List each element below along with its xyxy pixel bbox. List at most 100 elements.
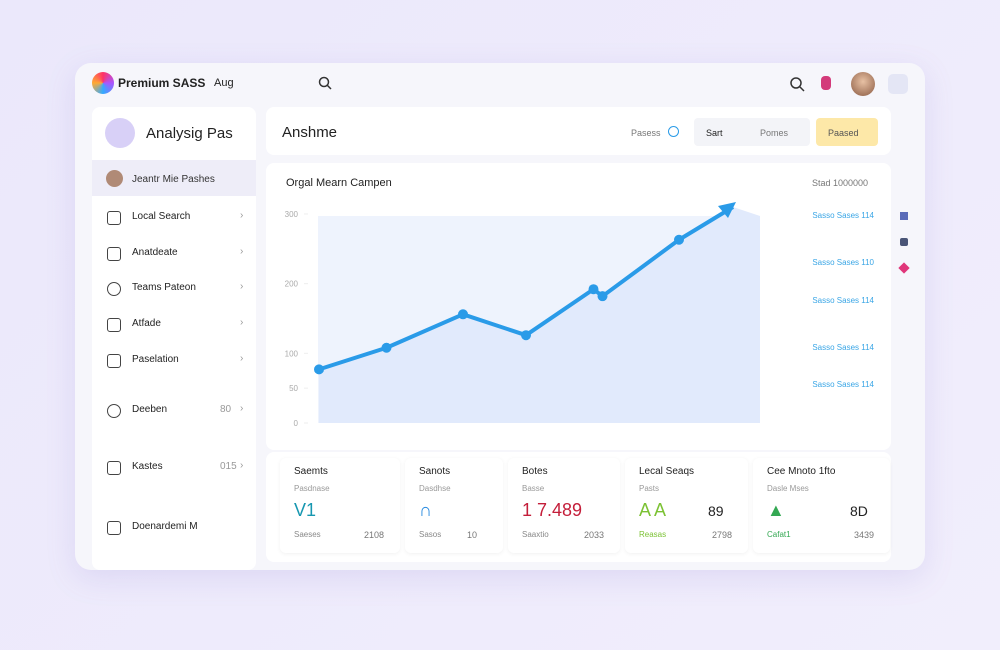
stat-card xyxy=(405,458,503,553)
chevron: › xyxy=(240,210,244,221)
point xyxy=(597,291,608,302)
card-subtitle: Pasdnase xyxy=(294,484,330,493)
nav-item[interactable]: Local Search xyxy=(132,211,191,222)
nav-icon xyxy=(107,282,121,296)
card-foot: Cafat1 xyxy=(767,530,791,539)
line xyxy=(318,205,735,372)
stat-card xyxy=(280,458,400,553)
nav-icon xyxy=(107,318,121,332)
logo xyxy=(92,72,114,94)
toolbar-link[interactable]: Pasess xyxy=(631,128,661,138)
stat-card xyxy=(625,458,748,553)
point xyxy=(314,364,324,375)
chevron: › xyxy=(240,460,244,471)
side-icon[interactable] xyxy=(900,238,908,246)
nav-item[interactable]: Atfade xyxy=(132,318,161,329)
search-icon[interactable] xyxy=(318,76,332,90)
user-name: Jeantr Mie Pashes xyxy=(132,174,215,185)
legend-entry: Sasso Sases 114 xyxy=(812,211,874,220)
nav-item[interactable]: Paselation xyxy=(132,354,179,365)
button-label[interactable]: Paased xyxy=(828,128,859,138)
button[interactable] xyxy=(816,118,878,146)
side-icon[interactable] xyxy=(900,212,908,220)
legend-entry: Sasso Sases 114 xyxy=(812,380,874,389)
chevron: › xyxy=(240,317,244,328)
card-foot: 2798 xyxy=(712,530,733,540)
nav-icon xyxy=(107,404,121,418)
card-value: 89 xyxy=(708,503,724,519)
page-title: Anshme xyxy=(282,124,338,141)
card-title: Lecal Seaqs xyxy=(639,466,695,477)
notification-icon[interactable] xyxy=(821,76,831,90)
sidebar-title: Analysig Pas xyxy=(146,125,233,142)
nav-icon xyxy=(107,461,121,475)
nav-item[interactable]: Kastes xyxy=(132,461,163,472)
settings-icon[interactable] xyxy=(888,74,908,94)
chevron: › xyxy=(240,353,244,364)
refresh-icon[interactable] xyxy=(668,126,679,137)
brand: Premium SASS xyxy=(118,76,206,90)
avatar xyxy=(106,170,123,187)
legend-entry: Sasso Sases 114 xyxy=(812,343,874,352)
chevron: › xyxy=(240,403,244,414)
line-chart: 30020010050050030030010001000Sasso Sases… xyxy=(285,202,875,428)
point xyxy=(588,284,599,295)
legend-entry: Sasso Sases 114 xyxy=(812,296,874,305)
card-foot: Reasas xyxy=(639,530,667,539)
chart-total: Stad 1000000 xyxy=(812,178,869,188)
card-value: ∩ xyxy=(419,500,432,520)
y-tick-label: 200 xyxy=(285,280,299,289)
card-title: Cee Mnoto 1fto xyxy=(767,466,836,477)
y-tick-label: 100 xyxy=(285,349,299,358)
card-foot: 2033 xyxy=(584,530,605,540)
select-label[interactable]: Sart xyxy=(706,128,723,138)
card-foot: 10 xyxy=(467,530,478,540)
card-value: ▲ xyxy=(767,500,785,520)
nav-item[interactable]: Teams Pateon xyxy=(132,282,196,293)
y-tick-label: 50 xyxy=(289,384,298,393)
nav-item[interactable]: Doenardemi M xyxy=(132,521,198,532)
y-tick-label: 0 xyxy=(294,419,299,428)
nav-item[interactable]: Anatdeate xyxy=(132,247,178,258)
nav-badge: 80 xyxy=(220,404,232,415)
point xyxy=(458,309,468,320)
card-subtitle: Dasdhse xyxy=(419,484,451,493)
arrow-head xyxy=(718,202,736,218)
nav-item[interactable]: Deeben xyxy=(132,404,168,415)
card-subtitle: Basse xyxy=(522,484,545,493)
sidebar-icon xyxy=(105,118,135,148)
point xyxy=(674,234,684,245)
card-value: A A xyxy=(639,500,667,520)
legend-entry: Sasso Sases 110 xyxy=(812,258,874,267)
point xyxy=(381,342,392,353)
card-title: Sanots xyxy=(419,466,451,477)
card-foot: Saaxtio xyxy=(522,530,549,539)
card-subtitle: Pasts xyxy=(639,484,660,493)
card-title: Saemts xyxy=(294,466,328,477)
area xyxy=(319,207,760,423)
nav-icon xyxy=(107,247,121,261)
search-icon[interactable] xyxy=(789,76,805,92)
nav-badge: 015 xyxy=(220,461,237,472)
chart-title: Orgal Mearn Campen xyxy=(286,177,392,189)
avatar[interactable] xyxy=(851,72,875,96)
card-foot: 2108 xyxy=(364,530,385,540)
card-subtitle: Dasle Mses xyxy=(767,484,809,493)
nav-link[interactable]: Aug xyxy=(214,77,234,89)
card-value: 8D xyxy=(850,503,868,519)
stat-card xyxy=(753,458,890,553)
nav-icon xyxy=(107,211,121,225)
select-label[interactable]: Pomes xyxy=(760,128,789,138)
stat-card xyxy=(508,458,620,553)
y-tick-label: 300 xyxy=(285,210,299,219)
nav-icon xyxy=(107,354,121,368)
point xyxy=(521,330,531,341)
chevron: › xyxy=(240,281,244,292)
card-foot: 3439 xyxy=(854,530,875,540)
select[interactable] xyxy=(694,118,810,146)
card-title: Botes xyxy=(522,466,548,477)
card-value: V1 xyxy=(294,500,317,520)
card-value: 1 7.489 xyxy=(522,500,583,520)
card-foot: Sasos xyxy=(419,530,442,539)
